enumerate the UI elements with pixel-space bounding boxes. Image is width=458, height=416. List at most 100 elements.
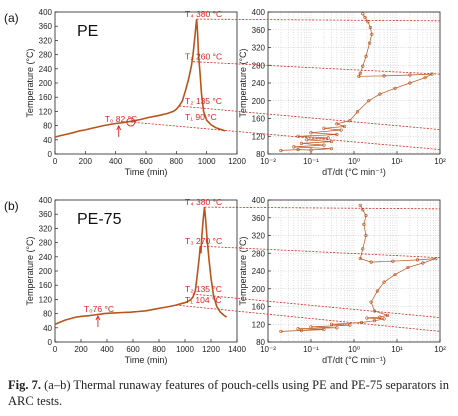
- panel-a-time-temperature-chart: 0 40 80 120 160 200 240 280 320 360 400 0 200 400 600 8…: [4, 8, 246, 177]
- y-tick-label: 400: [39, 8, 53, 17]
- temperature-annotation-label: T₁ 104 °C: [185, 295, 222, 305]
- rate-data-point: [309, 131, 313, 135]
- annotation-dashed-line: [179, 105, 441, 130]
- rate-data-point: [382, 74, 386, 78]
- rate-data-point: [348, 323, 352, 327]
- y-tick-label: 80: [43, 122, 52, 131]
- rate-data-point: [329, 139, 334, 144]
- rate-data-point: [322, 327, 326, 332]
- rate-data-point: [296, 134, 300, 138]
- x-tick-label: 0: [53, 157, 58, 166]
- temperature-annotation-label: T₂ 135 °C: [185, 96, 222, 106]
- x-axis-label: dT/dt (°C min⁻¹): [322, 355, 386, 365]
- rate-data-point: [358, 256, 362, 261]
- rate-data-point: [423, 76, 427, 80]
- x-tick-label: 10²: [434, 345, 446, 354]
- y-tick-label: 400: [252, 8, 266, 17]
- x-tick-label: 10⁻¹: [303, 345, 319, 354]
- rate-data-point: [415, 258, 420, 262]
- rate-data-point: [364, 54, 368, 58]
- sample-label: PE: [77, 23, 98, 40]
- rate-data-point: [372, 309, 377, 313]
- rate-data-point: [378, 315, 382, 319]
- T0-arrowhead: [95, 315, 101, 321]
- y-tick-label: 320: [252, 44, 266, 53]
- y-tick-label: 320: [39, 36, 53, 45]
- rate-data-point: [335, 326, 339, 330]
- panel-letter: (a): [4, 11, 19, 25]
- annotation-dashed-line: [204, 206, 441, 210]
- rate-curve: [280, 13, 433, 151]
- annotation-dashed-line: [196, 18, 441, 22]
- rate-data-point: [372, 319, 377, 323]
- annotation-dashed-line: [200, 245, 441, 259]
- x-axis-label: Time (min): [125, 355, 168, 365]
- y-tick-label: 280: [39, 51, 53, 60]
- rate-data-point: [329, 322, 334, 326]
- rate-data-point: [369, 260, 373, 264]
- rate-data-point: [362, 222, 366, 227]
- x-tick-label: 1000: [176, 345, 194, 354]
- y-tick-label: 280: [39, 239, 53, 248]
- x-tick-label: 1400: [228, 345, 246, 354]
- caption-text: (a–b) Thermal runaway features of pouch-…: [8, 378, 449, 408]
- y-tick-label: 200: [252, 97, 266, 106]
- y-axis-label: Temperature (°C): [238, 48, 248, 117]
- rate-curve: [280, 205, 436, 332]
- rate-data-point: [365, 316, 369, 320]
- x-tick-label: 800: [152, 345, 166, 354]
- rate-data-point: [296, 327, 300, 331]
- rate-data-point: [309, 148, 313, 152]
- rate-data-point: [309, 325, 313, 329]
- rate-data-point: [322, 126, 326, 130]
- annotation-dashed-line: [192, 293, 441, 318]
- x-tick-label: 10⁻²: [260, 345, 276, 354]
- y-tick-label: 320: [252, 232, 266, 241]
- y-tick-label: 120: [39, 107, 53, 116]
- rate-data-point: [339, 128, 343, 132]
- y-tick-label: 400: [252, 196, 266, 205]
- annotation-dashed-line: [130, 121, 441, 150]
- y-tick-label: 360: [39, 210, 53, 219]
- y-tick-label: 360: [252, 214, 266, 223]
- x-tick-label: 1200: [228, 157, 246, 166]
- T0-arrowhead: [116, 124, 122, 131]
- y-tick-label: 0: [48, 338, 53, 347]
- rate-data-point: [393, 86, 397, 90]
- x-tick-label: 10²: [434, 157, 446, 166]
- x-tick-label: 10⁻²: [260, 157, 276, 166]
- x-tick-label: 400: [109, 157, 123, 166]
- y-tick-label: 360: [252, 26, 266, 35]
- rate-data-point: [348, 119, 352, 123]
- y-tick-label: 80: [43, 310, 52, 319]
- rate-data-point: [329, 147, 334, 151]
- temperature-annotation-label: T₄ 380 °C: [185, 197, 222, 207]
- y-tick-label: 160: [252, 303, 266, 312]
- temperature-curve: [54, 19, 226, 138]
- temperature-annotation-label: T₄ 380 °C: [185, 9, 222, 19]
- temperature-annotation-label: T₃ 270 °C: [185, 236, 222, 246]
- rate-data-point: [382, 280, 386, 284]
- y-tick-label: 120: [39, 295, 53, 304]
- rate-data-point: [364, 213, 368, 218]
- figure-caption: Fig. 7. (a–b) Thermal runaway features o…: [8, 377, 452, 409]
- x-tick-label: 10¹: [391, 157, 403, 166]
- y-tick-label: 40: [43, 136, 52, 145]
- x-tick-label: 10⁰: [348, 345, 360, 354]
- rate-data-point: [367, 41, 372, 45]
- x-tick-label: 600: [139, 157, 153, 166]
- rate-data-point: [358, 71, 362, 75]
- temperature-annotation-label: T₁ 90 °C: [185, 112, 217, 122]
- rate-data-point: [406, 265, 410, 270]
- rate-data-point: [335, 122, 339, 126]
- y-tick-label: 160: [252, 115, 266, 124]
- rate-data-point: [366, 20, 370, 24]
- x-tick-label: 800: [170, 157, 184, 166]
- y-tick-label: 360: [39, 22, 53, 31]
- x-tick-label: 1200: [202, 345, 220, 354]
- sample-label: PE-75: [77, 211, 122, 228]
- rate-data-point: [368, 25, 372, 30]
- temperature-annotation-label: T₂ 135 °C: [185, 284, 222, 294]
- rate-data-point: [326, 136, 330, 140]
